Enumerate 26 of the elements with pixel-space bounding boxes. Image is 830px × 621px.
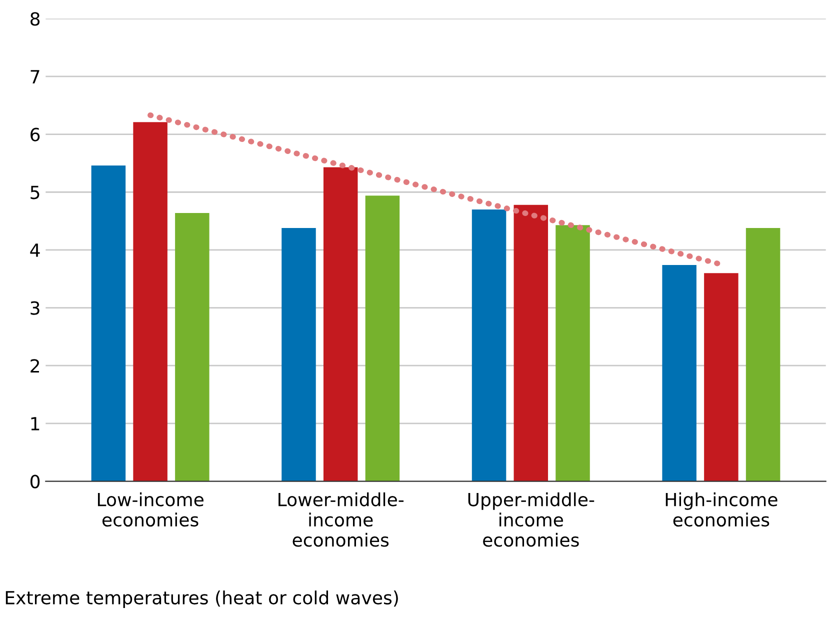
x-tick-label: Low-income economies <box>98 492 204 527</box>
x-tick-label: High-income economies <box>666 492 778 527</box>
y-tick-label: 6 <box>30 128 40 142</box>
x-tick-label: Lower-middle- income economies <box>278 492 404 547</box>
bar <box>514 204 548 482</box>
bar <box>323 167 358 482</box>
bar <box>662 264 696 482</box>
bar <box>704 273 738 482</box>
x-tick-label: Upper-middle- income economies <box>468 492 594 547</box>
y-tick-label: 3 <box>30 301 40 315</box>
bar <box>175 212 210 482</box>
y-tick-label: 0 <box>30 474 40 488</box>
y-tick-label: 4 <box>30 244 40 257</box>
bar <box>365 196 400 482</box>
bar <box>282 228 316 482</box>
bar <box>556 225 590 482</box>
y-tick-label: 8 <box>30 12 40 26</box>
bar <box>472 209 506 482</box>
bar <box>133 122 168 482</box>
bar <box>91 166 126 482</box>
y-tick-label: 7 <box>30 70 40 84</box>
bar <box>746 228 780 482</box>
y-tick-label: 5 <box>30 186 40 200</box>
y-tick-label: 1 <box>31 417 40 430</box>
y-tick-label: 2 <box>30 359 39 372</box>
text: Extreme temperatures (heat or cold waves) <box>6 590 398 608</box>
